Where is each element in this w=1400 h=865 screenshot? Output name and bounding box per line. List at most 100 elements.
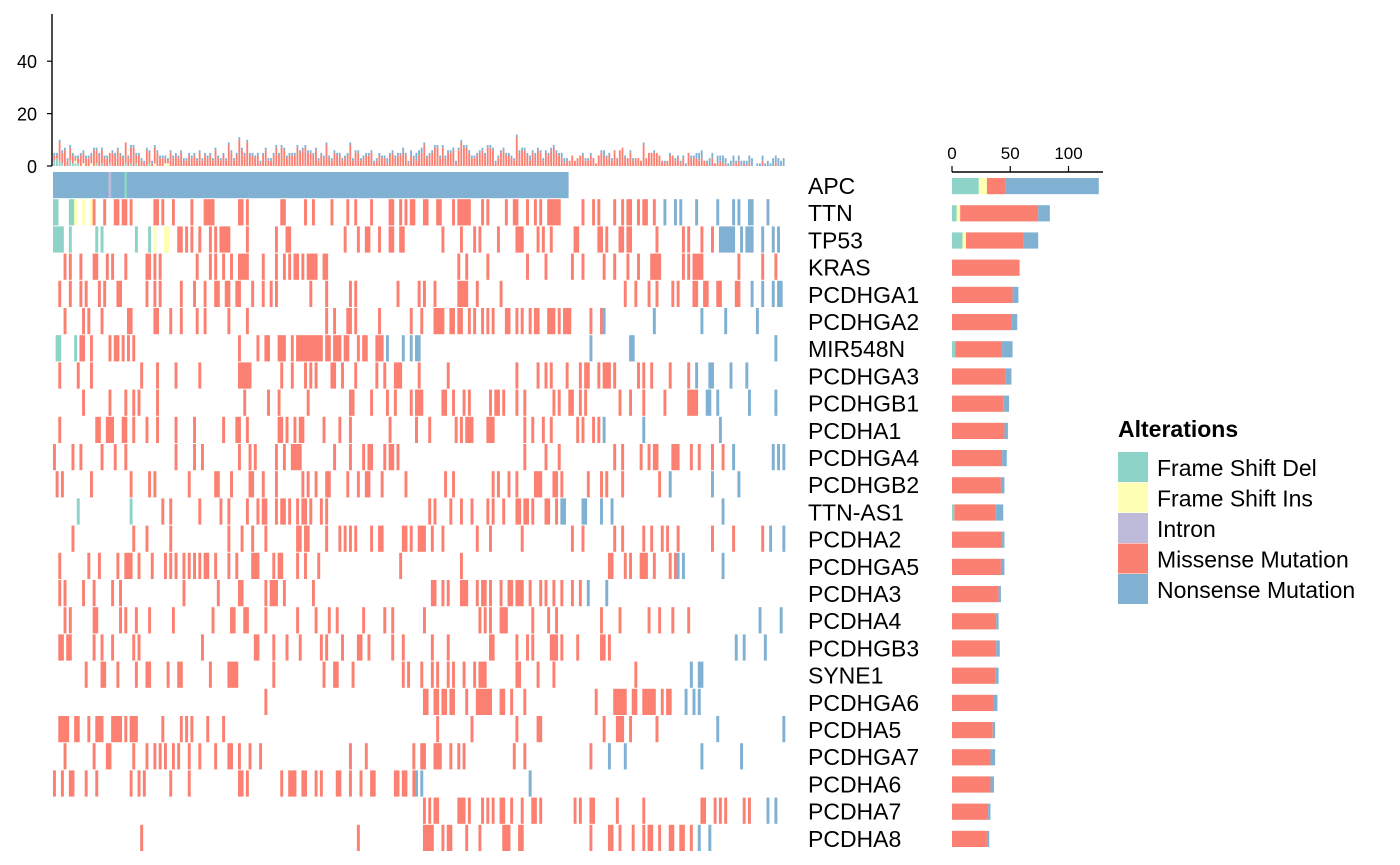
heatmap-cell bbox=[174, 172, 178, 199]
heatmap-cell bbox=[634, 688, 638, 715]
heatmap-cell bbox=[502, 389, 506, 416]
gene-label: PCDHGB3 bbox=[808, 635, 919, 661]
sample-bar-segment bbox=[61, 163, 64, 166]
heatmap-cell bbox=[187, 743, 191, 770]
sample-bar-segment bbox=[613, 150, 616, 166]
heatmap-cell bbox=[126, 335, 130, 362]
sample-bar-segment bbox=[500, 150, 502, 153]
sample-bar-segment bbox=[782, 158, 785, 166]
sample-bar-segment bbox=[278, 152, 280, 156]
heatmap-cell bbox=[177, 226, 181, 253]
heatmap-cell bbox=[615, 688, 619, 715]
heatmap-cell bbox=[425, 199, 429, 226]
heatmap-cell bbox=[60, 716, 64, 743]
heatmap-cell bbox=[549, 226, 553, 253]
heatmap-cell bbox=[108, 389, 112, 416]
heatmap-cell bbox=[486, 797, 490, 824]
sample-bar-segment bbox=[558, 155, 560, 166]
heatmap-cell bbox=[642, 199, 646, 226]
heatmap-cell bbox=[351, 389, 355, 416]
heatmap-cell bbox=[153, 280, 157, 307]
sample-bar-segment bbox=[193, 155, 196, 166]
gene-bar-segment bbox=[952, 722, 993, 739]
heatmap-cell bbox=[169, 770, 173, 797]
heatmap-cell bbox=[177, 743, 181, 770]
gene-label: PCDHA6 bbox=[808, 771, 901, 797]
heatmap-cell bbox=[597, 226, 601, 253]
heatmap-cell bbox=[158, 280, 162, 307]
sample-bar-segment bbox=[500, 152, 502, 166]
heatmap-cell bbox=[206, 716, 210, 743]
sample-bar-segment bbox=[677, 155, 679, 159]
legend-swatch bbox=[1118, 452, 1148, 482]
heatmap-cell bbox=[388, 444, 392, 471]
heatmap-cell bbox=[483, 172, 487, 199]
heatmap-cell bbox=[650, 525, 654, 552]
heatmap-cell bbox=[142, 172, 146, 199]
sample-bar-segment bbox=[537, 150, 539, 166]
heatmap-cell bbox=[385, 335, 389, 362]
heatmap-cell bbox=[230, 253, 233, 280]
sample-bar-segment bbox=[729, 160, 732, 166]
heatmap-cell bbox=[370, 444, 374, 471]
heatmap-cell bbox=[264, 172, 268, 199]
heatmap-cell bbox=[245, 416, 249, 443]
heatmap-cell bbox=[134, 716, 138, 743]
heatmap-cell bbox=[171, 172, 175, 199]
heatmap-cell bbox=[605, 226, 609, 253]
heatmap-cell bbox=[533, 199, 537, 226]
heatmap-cell bbox=[483, 607, 487, 634]
heatmap-cell bbox=[491, 172, 495, 199]
heatmap-cell bbox=[214, 280, 218, 307]
heatmap-cell bbox=[198, 172, 202, 199]
heatmap-cell bbox=[277, 389, 281, 416]
heatmap-cell bbox=[367, 471, 371, 498]
heatmap-cell bbox=[145, 743, 149, 770]
heatmap-cell bbox=[113, 172, 117, 199]
heatmap-cell bbox=[348, 770, 352, 797]
heatmap-cell bbox=[306, 172, 310, 199]
heatmap-cell bbox=[391, 634, 395, 661]
heatmap-cell bbox=[317, 172, 321, 199]
heatmap-cell bbox=[203, 280, 207, 307]
heatmap-cell bbox=[531, 172, 535, 199]
sample-bar-segment bbox=[328, 158, 331, 166]
heatmap-cell bbox=[499, 580, 503, 607]
heatmap-cell bbox=[454, 416, 458, 443]
heatmap-cell bbox=[615, 797, 619, 824]
heatmap-cell bbox=[116, 280, 120, 307]
sample-bar-segment bbox=[137, 152, 140, 156]
heatmap-cell bbox=[243, 172, 247, 199]
heatmap-cell bbox=[774, 335, 778, 362]
sample-bar-segment bbox=[338, 155, 341, 166]
heatmap-cell bbox=[237, 444, 241, 471]
heatmap-cell bbox=[552, 389, 556, 416]
heatmap-cell bbox=[227, 172, 231, 199]
heatmap-cell bbox=[523, 389, 527, 416]
sample-bar-segment bbox=[63, 147, 66, 151]
heatmap-cell bbox=[763, 634, 767, 661]
heatmap-cell bbox=[393, 770, 397, 797]
heatmap-cell bbox=[409, 199, 413, 226]
heatmap-cell bbox=[507, 471, 511, 498]
heatmap-cell bbox=[644, 199, 648, 226]
heatmap-cell bbox=[520, 824, 524, 851]
heatmap-cell bbox=[515, 362, 519, 389]
heatmap-cell bbox=[711, 471, 714, 498]
sample-bar-segment bbox=[481, 150, 484, 166]
sample-bar-segment bbox=[74, 158, 77, 161]
heatmap-cell bbox=[325, 471, 329, 498]
heatmap-cell bbox=[190, 716, 194, 743]
sample-bar-segment bbox=[82, 150, 85, 153]
heatmap-cell bbox=[174, 416, 178, 443]
heatmap-cell bbox=[153, 308, 157, 335]
heatmap-cell bbox=[348, 525, 352, 552]
sample-bar-segment bbox=[674, 158, 677, 161]
heatmap-cell bbox=[391, 172, 395, 199]
heatmap-cell bbox=[547, 308, 551, 335]
heatmap-cell bbox=[174, 552, 178, 579]
heatmap-cell bbox=[111, 416, 115, 443]
heatmap-cell bbox=[486, 172, 490, 199]
sample-bar-segment bbox=[637, 158, 640, 166]
gene-bar-segment bbox=[998, 586, 1001, 603]
